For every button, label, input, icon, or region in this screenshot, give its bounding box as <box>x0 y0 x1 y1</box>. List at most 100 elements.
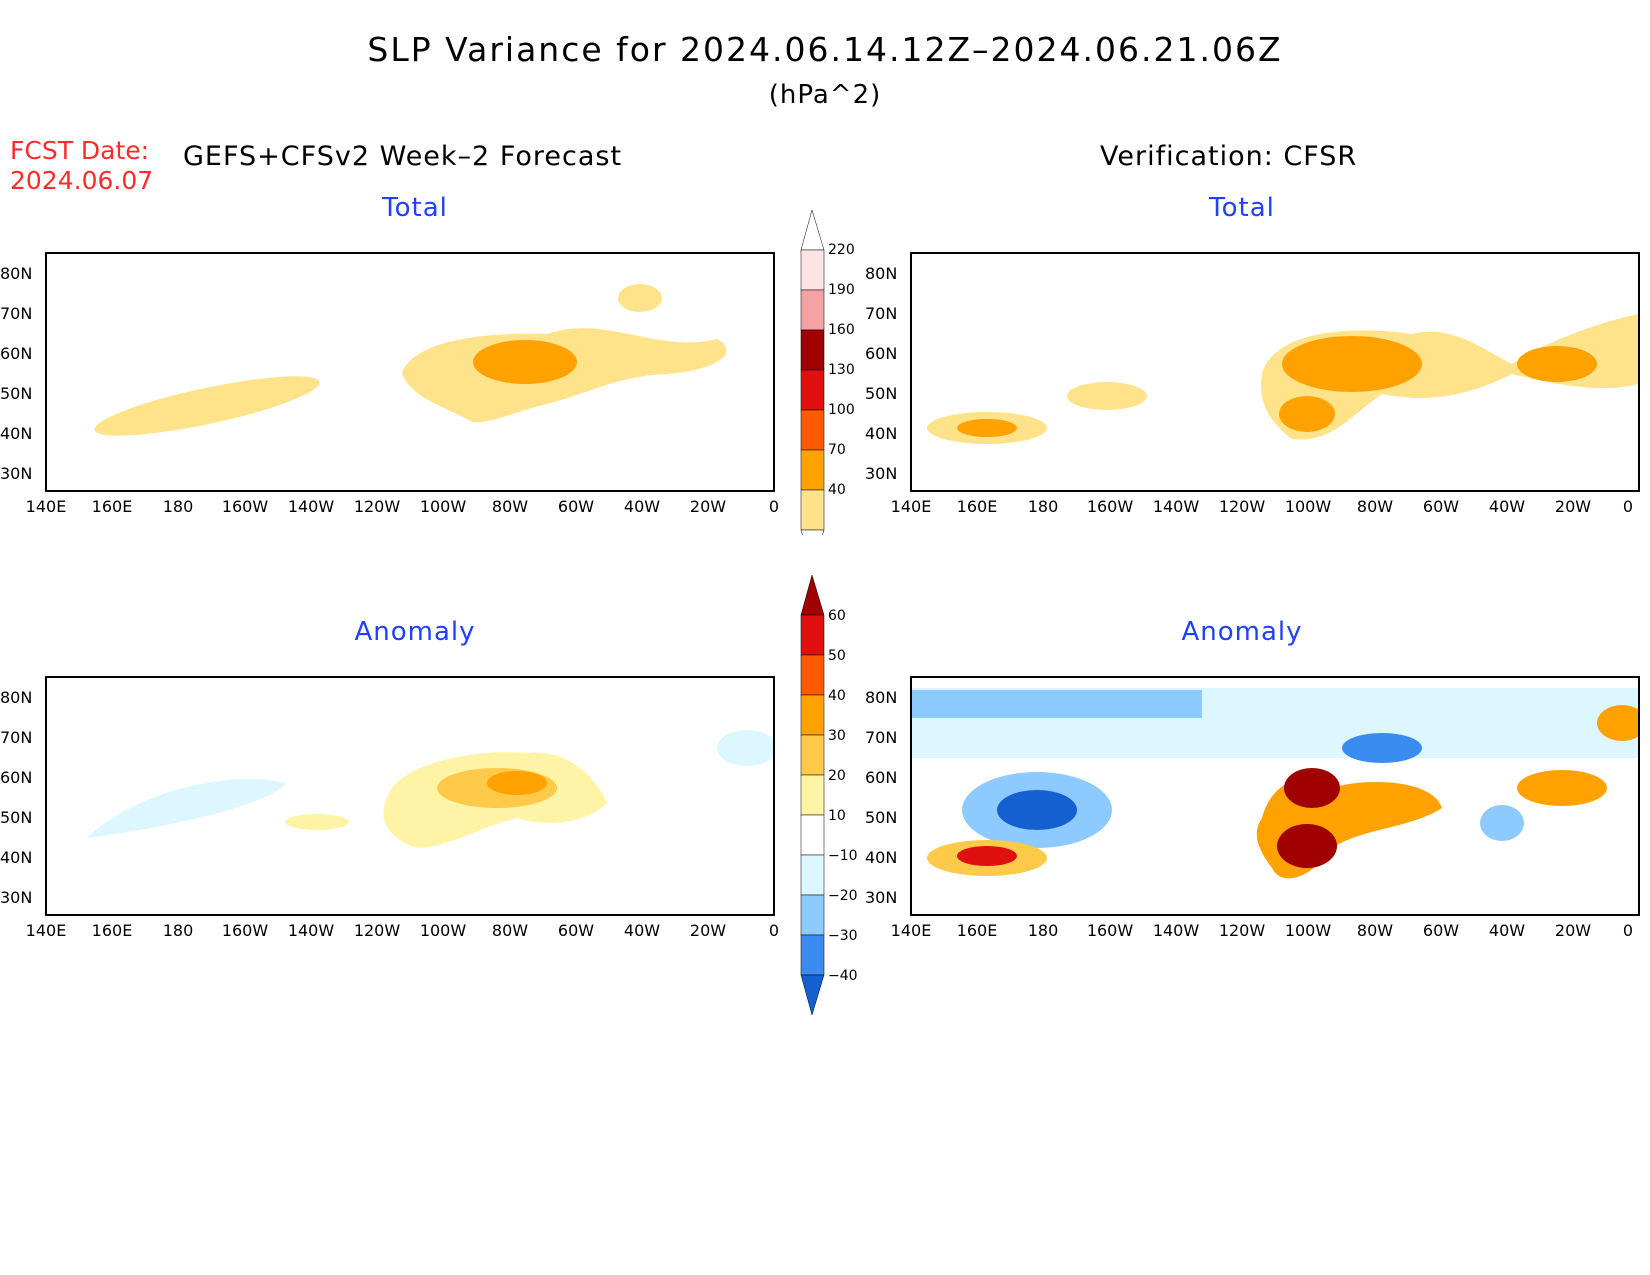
lon-label-ft-20w: 20W <box>689 497 727 516</box>
verification-header: Verification: CFSR <box>1100 141 1358 172</box>
lon-label-ft-140w: 140W <box>287 497 335 516</box>
lat-label-ft-50n: 50N <box>0 384 33 403</box>
lon-label-fa-60w: 60W <box>557 921 595 940</box>
panel-title-forecast-anomaly: Anomaly <box>354 617 476 647</box>
colorbar-anomaly-swatch-bottom-arrow <box>800 974 825 1016</box>
lat-label-fa-80n: 80N <box>0 688 33 707</box>
lon-label-va-100w: 100W <box>1284 921 1332 940</box>
verif-anom-pacific-negative-inner <box>997 790 1077 830</box>
lon-label-fa-160e: 160E <box>91 921 133 940</box>
forecast-header: GEFS+CFSv2 Week–2 Forecast <box>183 141 623 172</box>
lat-label-vt-70n: 70N <box>865 304 898 323</box>
verif-total-atlantic-core <box>1517 346 1597 382</box>
lon-label-va-20w: 20W <box>1554 921 1592 940</box>
verif-anom-plains-positive <box>1256 778 1442 879</box>
lon-label-fa-100w: 100W <box>419 921 467 940</box>
panel-title-verification-total: Total <box>1209 193 1275 223</box>
lat-label-fa-40n: 40N <box>0 848 33 867</box>
fcst-date: FCST Date: 2024.06.07 <box>10 136 153 196</box>
verif-anom-atlantic-negative <box>1480 805 1524 841</box>
colorbar-total-label-70: 70 <box>828 442 846 458</box>
colorbar-total-label-220: 220 <box>828 242 855 258</box>
colorbar-anomaly-swatch-5 <box>800 774 825 816</box>
colorbar-anomaly-swatch-2 <box>800 654 825 696</box>
lon-label-ft-140e: 140E <box>25 497 67 516</box>
verif-total-canada-core <box>1282 336 1422 392</box>
lon-label-va-120w: 120W <box>1218 921 1266 940</box>
lon-label-va-0: 0 <box>1622 921 1634 940</box>
lon-label-ft-80w: 80W <box>491 497 529 516</box>
lat-label-ft-60n: 60N <box>0 344 33 363</box>
colorbar-anomaly-label-30: 30 <box>828 728 846 744</box>
figure-units: (hPa^2) <box>768 80 882 110</box>
colorbar-anomaly-swatch-top-arrow <box>800 575 825 616</box>
panel-title-verification-anomaly: Anomaly <box>1181 617 1303 647</box>
colorbar-anomaly-label-neg10: −10 <box>828 848 858 864</box>
colorbar-anomaly-label-50: 50 <box>828 648 846 664</box>
colorbar-total-swatch-5 <box>800 409 825 451</box>
lon-label-vt-100w: 100W <box>1284 497 1332 516</box>
lon-label-fa-180: 180 <box>162 921 194 940</box>
lon-label-vt-40w: 40W <box>1488 497 1526 516</box>
lon-label-va-60w: 60W <box>1422 921 1460 940</box>
lat-label-vt-80n: 80N <box>865 264 898 283</box>
lat-label-va-50n: 50N <box>865 808 898 827</box>
lon-label-va-140e: 140E <box>890 921 932 940</box>
lat-label-ft-70n: 70N <box>0 304 33 323</box>
colorbar-total-label-100: 100 <box>828 402 855 418</box>
fcst-total-hudson-core <box>473 340 577 384</box>
colorbar-anomaly <box>800 575 825 1016</box>
lat-label-vt-60n: 60N <box>865 344 898 363</box>
lat-label-va-60n: 60N <box>865 768 898 787</box>
colorbar-anomaly-swatch-3 <box>800 694 825 736</box>
lon-label-fa-140e: 140E <box>25 921 67 940</box>
lon-label-va-140w: 140W <box>1152 921 1200 940</box>
colorbar-total-swatch-4 <box>800 369 825 411</box>
colorbar-total-swatches <box>800 210 825 535</box>
map-verification-anomaly <box>910 676 1640 916</box>
lon-label-vt-80w: 80W <box>1356 497 1394 516</box>
verif-anom-plains-core-south <box>1277 824 1337 868</box>
fcst-anom-atlantic-negative <box>717 730 773 766</box>
lon-label-va-40w: 40W <box>1488 921 1526 940</box>
lon-label-fa-140w: 140W <box>287 921 335 940</box>
lon-label-vt-160e: 160E <box>956 497 998 516</box>
verif-total-alaska-blob <box>1067 382 1147 410</box>
lon-label-vt-180: 180 <box>1027 497 1059 516</box>
lon-label-ft-120w: 120W <box>353 497 401 516</box>
fcst-anom-pacific-negative <box>87 779 287 838</box>
panel-title-forecast-total: Total <box>382 193 448 223</box>
colorbar-anomaly-label-40: 40 <box>828 688 846 704</box>
lon-label-ft-40w: 40W <box>623 497 661 516</box>
lon-label-vt-60w: 60W <box>1422 497 1460 516</box>
lat-label-vt-30n: 30N <box>865 464 898 483</box>
colorbar-total-label-40: 40 <box>828 482 846 498</box>
verif-total-plains-core <box>1279 396 1335 432</box>
verif-anom-hudson-negative <box>1342 733 1422 763</box>
lat-label-va-70n: 70N <box>865 728 898 747</box>
fcst-anom-hudson-core <box>487 771 547 795</box>
verif-anom-europe-positive <box>1597 705 1638 741</box>
lat-label-fa-50n: 50N <box>0 808 33 827</box>
lon-label-ft-160e: 160E <box>91 497 133 516</box>
fcst-total-greenland-blob <box>618 284 662 312</box>
lon-label-ft-0: 0 <box>768 497 780 516</box>
colorbar-anomaly-swatch-7 <box>800 854 825 896</box>
colorbar-anomaly-label-neg20: −20 <box>828 888 858 904</box>
lat-label-fa-30n: 30N <box>0 888 33 907</box>
fcst-date-label: FCST Date: <box>10 136 150 165</box>
lat-label-fa-60n: 60N <box>0 768 33 787</box>
lon-label-fa-160w: 160W <box>221 921 269 940</box>
colorbar-anomaly-swatch-8 <box>800 894 825 936</box>
lat-label-vt-40n: 40N <box>865 424 898 443</box>
lon-label-vt-160w: 160W <box>1086 497 1134 516</box>
fcst-total-pacific-band <box>94 376 320 436</box>
fcst-date-value: 2024.06.07 <box>10 166 154 195</box>
verif-anom-arctic-band <box>912 690 1202 718</box>
colorbar-anomaly-label-10: 10 <box>828 808 846 824</box>
colorbar-anomaly-swatch-6 <box>800 814 825 856</box>
verif-anom-atlantic-positive <box>1517 770 1607 806</box>
lon-label-vt-120w: 120W <box>1218 497 1266 516</box>
colorbar-anomaly-label-60: 60 <box>828 608 846 624</box>
lat-label-ft-30n: 30N <box>0 464 33 483</box>
